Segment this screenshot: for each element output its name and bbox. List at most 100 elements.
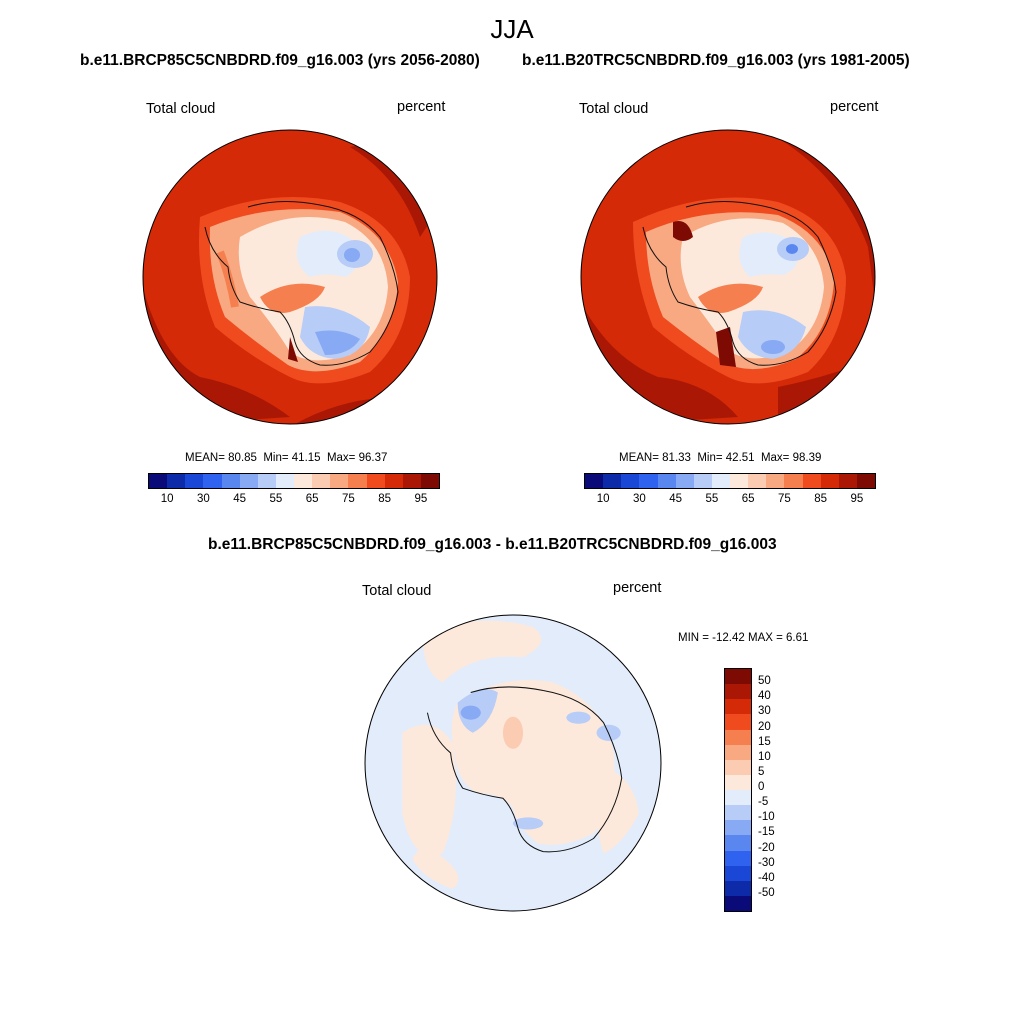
- diff-colorbar-swatch: [725, 669, 751, 685]
- colorbar-swatch: [312, 474, 331, 488]
- diff-colorbar-tick-label: 10: [758, 750, 771, 763]
- diff-colorbar-swatch: [725, 759, 751, 775]
- diff-colorbar-tick-label: 50: [758, 675, 771, 688]
- diff-colorbar-tick-label: -30: [758, 856, 775, 869]
- right-panel-run-title: b.e11.B20TRC5CNBDRD.f09_g16.003 (yrs 198…: [522, 52, 910, 69]
- colorbar-tick-label: 55: [269, 493, 283, 505]
- difference-colorbar: [724, 668, 752, 912]
- left-panel-units-label: percent: [397, 99, 446, 115]
- colorbar-tick-label: 75: [777, 493, 791, 505]
- colorbar-swatch: [149, 474, 168, 488]
- season-title: JJA: [490, 14, 534, 44]
- diff-colorbar-swatch: [725, 850, 751, 866]
- right-min-value: 42.51: [725, 452, 755, 464]
- colorbar-tick-label: 95: [850, 493, 864, 505]
- colorbar-swatch: [802, 474, 821, 488]
- left-panel-variable-label: Total cloud: [146, 101, 216, 117]
- difference-title: b.e11.BRCP85C5CNBDRD.f09_g16.003 - b.e11…: [208, 536, 777, 553]
- diff-colorbar-swatch: [725, 790, 751, 806]
- diff-colorbar-swatch: [725, 865, 751, 881]
- colorbar-tick-label: 10: [596, 493, 610, 505]
- right-cloud-map: [580, 129, 876, 425]
- colorbar-swatch: [675, 474, 694, 488]
- left-mean-value: 80.85: [228, 452, 257, 464]
- colorbar-swatch: [167, 474, 186, 488]
- diff-colorbar-tick-label: 15: [758, 735, 771, 748]
- diff-colorbar-swatch: [725, 714, 751, 730]
- diff-colorbar-tick-label: -10: [758, 811, 775, 824]
- diff-variable-label: Total cloud: [362, 583, 432, 599]
- colorbar-swatch: [203, 474, 222, 488]
- colorbar-swatch: [257, 474, 276, 488]
- left-cloud-map: [142, 129, 438, 425]
- colorbar-swatch: [748, 474, 767, 488]
- colorbar-tick-label: 85: [378, 493, 392, 505]
- colorbar-tick-label: 85: [814, 493, 828, 505]
- colorbar-swatch: [838, 474, 857, 488]
- colorbar-swatch: [820, 474, 839, 488]
- diff-colorbar-swatch: [725, 880, 751, 896]
- diff-colorbar-tick-label: -40: [758, 871, 775, 884]
- colorbar-swatch: [585, 474, 604, 488]
- colorbar-swatch: [384, 474, 403, 488]
- diff-colorbar-tick-label: 20: [758, 720, 771, 733]
- right-max-label: Max=: [760, 452, 790, 464]
- diff-minmax: MIN = -12.42 MAX = 6.61: [678, 632, 809, 644]
- colorbar-tick-label: 45: [233, 493, 247, 505]
- diff-colorbar-swatch: [725, 820, 751, 836]
- diff-colorbar-swatch: [725, 684, 751, 700]
- colorbar-swatch: [639, 474, 658, 488]
- diff-colorbar-swatch: [725, 774, 751, 790]
- right-mean-label: MEAN=: [619, 452, 659, 464]
- diff-colorbar-tick-label: 0: [758, 781, 765, 793]
- diff-colorbar-swatch: [725, 805, 751, 821]
- colorbar-tick-label: 10: [160, 493, 174, 505]
- left-max-label: Max=: [326, 452, 356, 464]
- colorbar-swatch: [402, 474, 421, 488]
- left-panel-run-title: b.e11.BRCP85C5CNBDRD.f09_g16.003 (yrs 20…: [80, 52, 480, 69]
- diff-colorbar-tick-label: 40: [758, 690, 771, 703]
- diff-colorbar-tick-label: -50: [758, 886, 775, 899]
- colorbar-swatch: [330, 474, 349, 488]
- colorbar-swatch: [657, 474, 676, 488]
- colorbar-swatch: [366, 474, 385, 488]
- colorbar-swatch: [348, 474, 367, 488]
- colorbar-swatch: [693, 474, 712, 488]
- left-max-value: 96.37: [358, 452, 388, 464]
- colorbar-tick-label: 65: [305, 493, 319, 505]
- right-max-value: 98.39: [792, 452, 822, 464]
- colorbar-swatch: [420, 474, 439, 488]
- left-min-value: 41.15: [291, 452, 321, 464]
- colorbar-tick-label: 30: [196, 493, 210, 505]
- left-panel-stats: MEAN= 80.85 Min= 41.15 Max= 96.37: [185, 452, 387, 464]
- right-panel-units-label: percent: [830, 99, 879, 115]
- diff-colorbar-swatch: [725, 699, 751, 715]
- right-mean-value: 81.33: [662, 452, 691, 464]
- colorbar-tick-label: 65: [741, 493, 755, 505]
- colorbar-swatch: [711, 474, 730, 488]
- colorbar-tick-label: 30: [632, 493, 646, 505]
- diff-colorbar-tick-label: -15: [758, 826, 775, 839]
- diff-colorbar-swatch: [725, 835, 751, 851]
- colorbar-swatch: [784, 474, 803, 488]
- colorbar-swatch: [603, 474, 622, 488]
- colorbar-swatch: [275, 474, 294, 488]
- colorbar-swatch: [621, 474, 640, 488]
- difference-cloud-map: [364, 614, 662, 912]
- diff-colorbar-swatch: [725, 729, 751, 745]
- diff-colorbar-swatch: [725, 744, 751, 760]
- diff-colorbar-swatch: [725, 895, 751, 911]
- colorbar-tick-label: 95: [414, 493, 428, 505]
- colorbar-tick-label: 45: [669, 493, 683, 505]
- left-min-label: Min=: [263, 452, 289, 464]
- colorbar-tick-label: 55: [705, 493, 719, 505]
- colorbar-swatch: [185, 474, 204, 488]
- diff-colorbar-tick-label: -5: [758, 796, 769, 809]
- right-colorbar: [584, 473, 876, 489]
- left-colorbar: [148, 473, 440, 489]
- diff-colorbar-tick-label: -20: [758, 841, 775, 854]
- right-panel-stats: MEAN= 81.33 Min= 42.51 Max= 98.39: [619, 452, 821, 464]
- colorbar-swatch: [294, 474, 313, 488]
- right-panel-variable-label: Total cloud: [579, 101, 649, 117]
- colorbar-swatch: [766, 474, 785, 488]
